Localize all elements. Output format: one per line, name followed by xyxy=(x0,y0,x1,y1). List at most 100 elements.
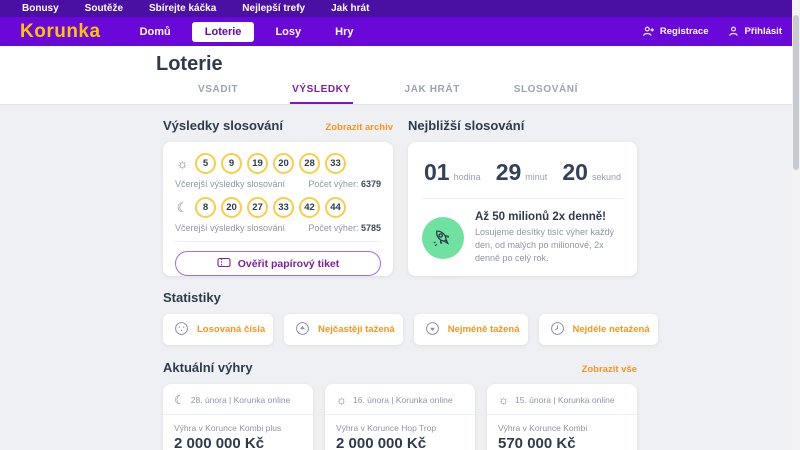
main-content: Výsledky slosování Zobrazit archiv ☼ 5 9… xyxy=(163,105,658,450)
night-draw-caption: Včerejší výsledky slosování Počet výher:… xyxy=(175,223,381,233)
win-amount: 2 000 000 Kč xyxy=(174,435,265,450)
win-card: ☼ 16. února | Korunka online Výhra v Kor… xyxy=(325,384,475,450)
utility-nav-souteze[interactable]: Soutěže xyxy=(84,3,124,14)
next-draw-heading: Nejbližší slosování xyxy=(408,118,525,133)
scrollbar-track[interactable] xyxy=(792,0,800,450)
lottery-number: 28 xyxy=(299,153,320,174)
auth-links: Registrace Přihlásit xyxy=(642,25,782,38)
results-card: ☼ 5 9 19 20 28 33 Včerejší výsledky slos… xyxy=(163,142,393,276)
verify-ticket-label: Ověřit papírový tiket xyxy=(237,257,340,270)
main-nav-items: Domů Loterie Losy Hry xyxy=(127,21,367,42)
promo-banner: Až 50 milionů 2x denně! Losujeme desítky… xyxy=(422,199,623,265)
win-game: Výhra v Korunce Kombi plus xyxy=(174,423,282,433)
register-label: Registrace xyxy=(659,26,709,37)
recent-wins-heading: Aktuální výhry xyxy=(163,360,253,375)
statistics-heading: Statistiky xyxy=(163,290,221,305)
utility-bar: Bonusy Soutěže Sbírejte káčka Nejlepší t… xyxy=(0,0,800,17)
stat-drawn-numbers-button[interactable]: Losovaná čísla xyxy=(163,314,274,345)
utility-nav-jak-hrat[interactable]: Jak hrát xyxy=(331,3,370,14)
nav-item-hry[interactable]: Hry xyxy=(335,25,354,38)
lottery-number: 42 xyxy=(299,197,320,218)
page-title: Loterie xyxy=(156,53,223,75)
lottery-ball-icon xyxy=(174,321,189,339)
register-button[interactable]: Registrace xyxy=(642,25,709,38)
lottery-number: 5 xyxy=(195,153,216,174)
results-heading: Výsledky slosování xyxy=(163,118,283,133)
win-date: 16. února | Korunka online xyxy=(353,395,453,405)
promo-text: Losujeme desítky tisíc výher každý den, … xyxy=(475,227,615,264)
nav-item-losy[interactable]: Losy xyxy=(275,25,302,38)
countdown-minutes-unit: minut xyxy=(525,172,548,182)
draw-caption-text: Včerejší výsledky slosování xyxy=(175,223,286,233)
countdown-minutes: 29 xyxy=(495,159,522,185)
day-draw-caption: Včerejší výsledky slosování Počet výher:… xyxy=(175,179,381,189)
ticket-icon xyxy=(217,257,231,271)
stat-most-drawn-button[interactable]: Nejčastěji tažená xyxy=(284,314,403,345)
utility-nav-bonusy[interactable]: Bonusy xyxy=(22,3,59,14)
nav-item-domu[interactable]: Domů xyxy=(139,25,171,38)
rocket-icon xyxy=(422,217,464,260)
scrollbar-thumb[interactable] xyxy=(793,15,799,170)
sun-icon: ☼ xyxy=(176,156,189,171)
moon-icon: ☾ xyxy=(176,199,189,215)
person-icon xyxy=(727,25,740,38)
lottery-number: 20 xyxy=(221,197,242,218)
sun-icon: ☼ xyxy=(498,393,509,407)
night-draw-row: ☾ 8 20 27 33 42 44 xyxy=(175,197,381,218)
moon-icon: ☾ xyxy=(174,393,185,407)
verify-ticket-button[interactable]: Ověřit papírový tiket xyxy=(175,251,381,276)
stat-label: Nejdéle netažená xyxy=(572,324,650,335)
sun-icon: ☼ xyxy=(336,393,347,407)
show-archive-link[interactable]: Zobrazit archiv xyxy=(325,122,393,133)
arrow-up-circle-icon xyxy=(295,321,310,339)
wins-count: Počet výher: 5785 xyxy=(308,223,381,233)
lottery-number: 20 xyxy=(273,153,294,174)
lottery-number: 8 xyxy=(195,197,216,218)
tab-vysledky[interactable]: VÝSLEDKY xyxy=(290,84,353,104)
win-game: Výhra v Korunce Kombi xyxy=(498,423,588,433)
lottery-number: 33 xyxy=(273,197,294,218)
show-all-link[interactable]: Zobrazit vše xyxy=(581,364,637,375)
recent-wins-row: ☾ 28. února | Korunka online Výhra v Kor… xyxy=(163,384,637,450)
win-amount: 2 000 000 Kč xyxy=(336,435,427,450)
win-game: Výhra v Korunce Hop Trop xyxy=(336,423,437,433)
login-button[interactable]: Přihlásit xyxy=(727,25,783,38)
utility-nav-sbirejte-kacka[interactable]: Sbírejte káčka xyxy=(149,3,217,14)
win-card: ☼ 15. února | Korunka online Výhra v Kor… xyxy=(487,384,637,450)
win-date: 15. února | Korunka online xyxy=(515,395,615,405)
korunka-logo[interactable]: Korunka xyxy=(20,20,101,42)
stat-longest-not-drawn-button[interactable]: Nejdéle netažená xyxy=(538,314,658,345)
next-draw-card: 01 hodina 29 minut 20 sekund xyxy=(408,142,637,276)
page-header: Loterie VSADIT VÝSLEDKY JAK HRÁT SLOSOVÁ… xyxy=(0,46,800,105)
stat-label: Nejméně tažená xyxy=(447,324,520,335)
lottery-number: 19 xyxy=(247,153,268,174)
utility-nav-nejlepsi-trefy[interactable]: Nejlepší trefy xyxy=(242,3,306,14)
win-amount: 570 000 Kč xyxy=(498,435,576,450)
countdown-hours: 01 xyxy=(424,159,450,185)
draw-caption-text: Včerejší výsledky slosování xyxy=(175,179,286,189)
tab-slosovani[interactable]: SLOSOVÁNÍ xyxy=(513,84,578,95)
arrow-down-circle-icon xyxy=(425,321,440,339)
tab-vsadit[interactable]: VSADIT xyxy=(198,84,239,95)
day-draw-row: ☼ 5 9 19 20 28 33 xyxy=(175,153,381,174)
stat-label: Losovaná čísla xyxy=(197,324,266,335)
countdown-hours-unit: hodina xyxy=(453,172,481,182)
countdown: 01 hodina 29 minut 20 sekund xyxy=(422,142,623,199)
main-nav: Korunka Domů Loterie Losy Hry Registrace… xyxy=(0,17,800,46)
nav-item-loterie[interactable]: Loterie xyxy=(191,21,255,42)
stat-label: Nejčastěji tažená xyxy=(318,324,395,335)
lottery-number: 44 xyxy=(325,197,346,218)
clock-icon xyxy=(550,321,565,339)
countdown-seconds: 20 xyxy=(562,159,588,185)
stat-least-drawn-button[interactable]: Nejméně tažená xyxy=(413,314,528,345)
tab-jak-hrat[interactable]: JAK HRÁT xyxy=(404,84,460,95)
lottery-number: 9 xyxy=(221,153,242,174)
tab-bar: VSADIT VÝSLEDKY JAK HRÁT SLOSOVÁNÍ xyxy=(160,84,610,104)
login-label: Přihlásit xyxy=(744,26,783,37)
countdown-seconds-unit: sekund xyxy=(591,172,621,182)
lottery-number: 27 xyxy=(247,197,268,218)
statistics-row: Losovaná čísla Nejčastěji tažená Nejméně… xyxy=(163,314,658,345)
wins-count: Počet výher: 6379 xyxy=(308,179,381,189)
lottery-number: 33 xyxy=(325,153,346,174)
person-plus-icon xyxy=(642,25,655,38)
